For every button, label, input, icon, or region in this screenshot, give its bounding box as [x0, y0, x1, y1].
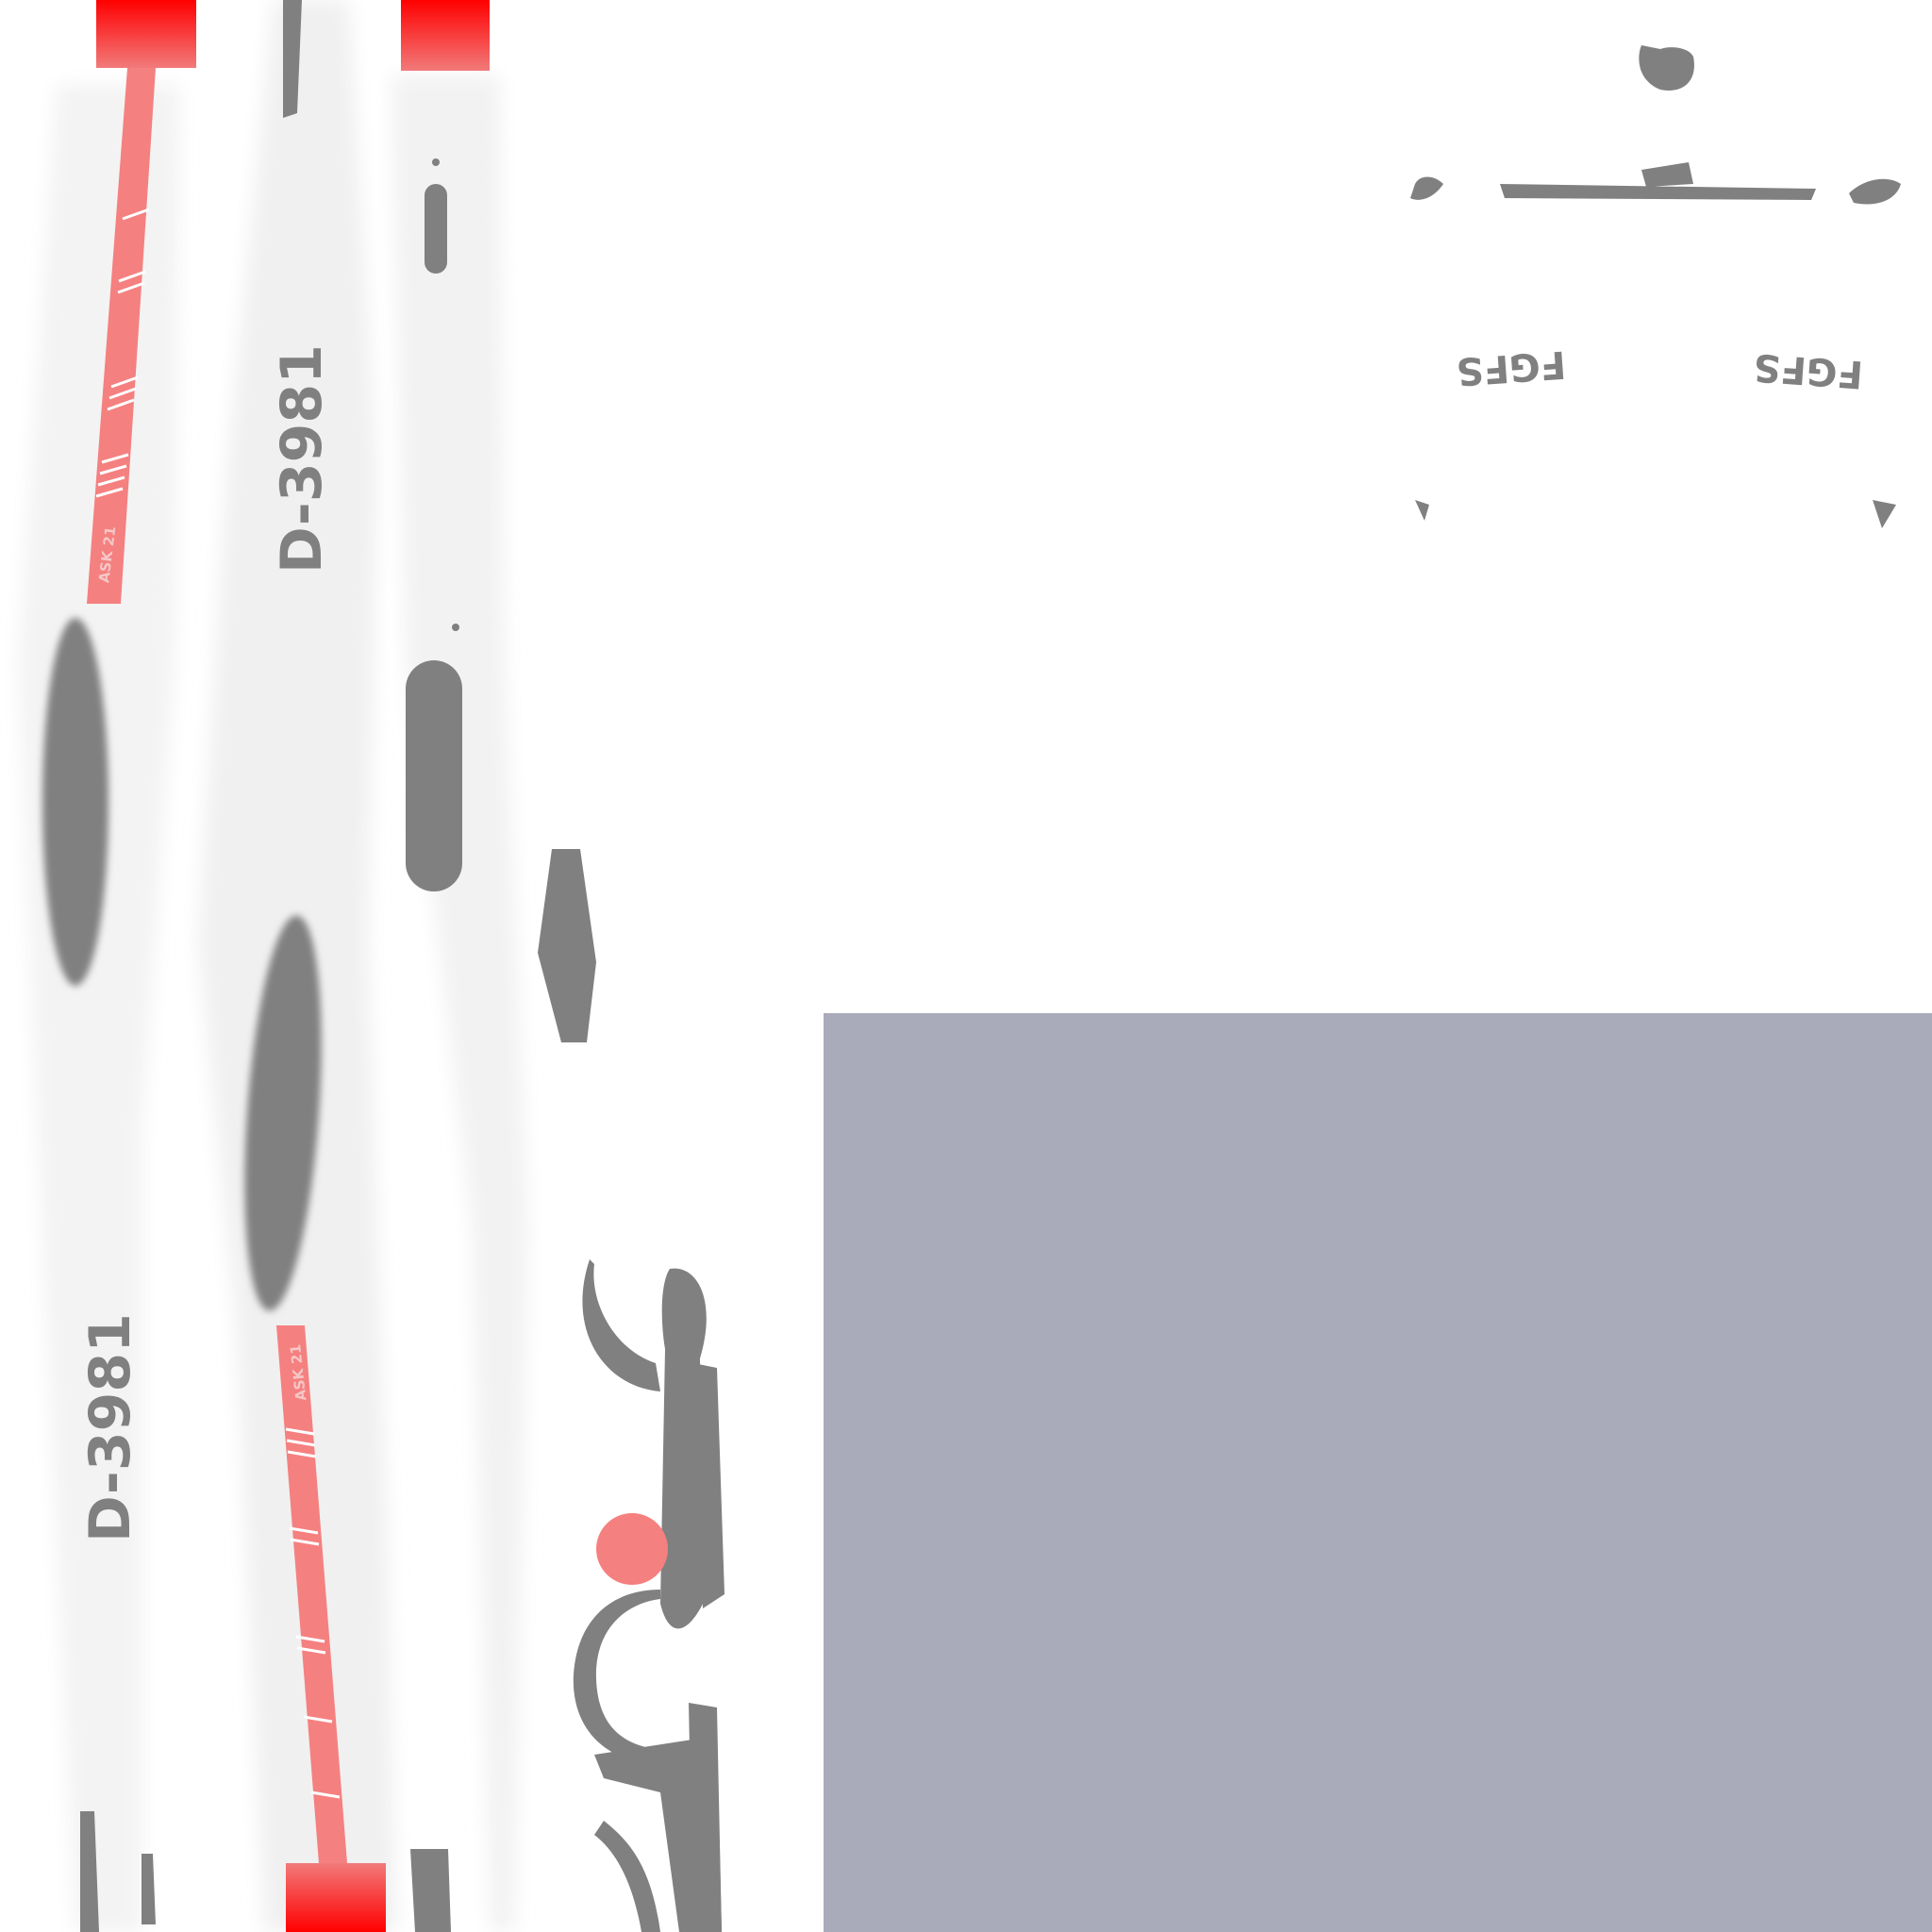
dark-shapes: [42, 0, 724, 1932]
red-marker: [596, 1513, 668, 1585]
red-stripe-bottom: [276, 1325, 386, 1932]
fgfs-label-right: FGFS: [1752, 344, 1865, 396]
wing-strip-right: [391, 75, 528, 1932]
stripe-tip-top-right: [401, 0, 490, 71]
registration-label-lower: D-3981: [77, 1313, 143, 1542]
red-stripe-top: [87, 0, 196, 604]
tail-parts: [1410, 45, 1901, 528]
stripe-tip-top-left: [96, 0, 196, 68]
wing-strip-left: [19, 85, 179, 1932]
fgfs-label-left: FGFS: [1455, 341, 1568, 393]
grey-blue-panel: [824, 1013, 1932, 1932]
stripe-tip-bottom: [286, 1863, 386, 1932]
registration-label-upper: D-3981: [269, 344, 335, 574]
